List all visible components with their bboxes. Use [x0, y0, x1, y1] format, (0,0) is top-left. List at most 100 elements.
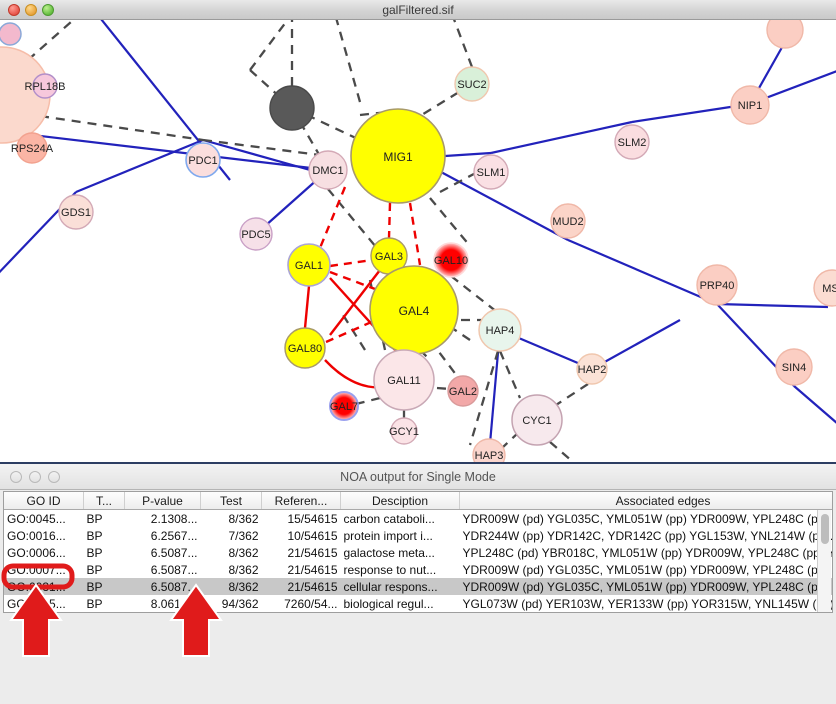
node-SLM1[interactable]: SLM1 — [473, 154, 509, 190]
cell-description: galactose meta... — [343, 545, 435, 560]
svg-text:NIP1: NIP1 — [738, 100, 762, 112]
node-GAL2[interactable]: GAL2 — [447, 375, 479, 407]
svg-text:GAL2: GAL2 — [449, 386, 477, 398]
node-GAL1[interactable]: GAL1 — [287, 243, 331, 287]
node-MIG1[interactable]: MIG1 — [350, 108, 446, 204]
noa-maximize-button[interactable] — [48, 471, 60, 483]
cell-go-id: GO:0016... — [7, 528, 66, 543]
cell-type: BP — [83, 578, 125, 595]
minimize-button[interactable] — [25, 4, 37, 16]
close-button[interactable] — [8, 4, 20, 16]
svg-text:GAL4: GAL4 — [399, 304, 430, 318]
cell-type: BP — [86, 545, 103, 560]
noa-output-panel: NOA output for Single Mode GO ID T... P-… — [0, 462, 836, 704]
maximize-button[interactable] — [42, 4, 54, 16]
table-scrollbar-thumb[interactable] — [821, 514, 829, 544]
cell-reference: 10/54615 — [287, 528, 338, 543]
noa-close-button[interactable] — [10, 471, 22, 483]
cell-test: 8/362 — [200, 578, 262, 595]
cell-edges: YPL248C (pd) YBR018C, YML051W (pp) YDR00… — [462, 545, 833, 560]
svg-text:PRP40: PRP40 — [700, 280, 735, 292]
cell-test: 8/362 — [228, 511, 259, 526]
svg-text:MIG1: MIG1 — [383, 150, 413, 164]
column-header-reference[interactable]: Referen... — [261, 492, 341, 510]
node-SUC2[interactable]: SUC2 — [454, 66, 490, 102]
svg-text:CYC1: CYC1 — [522, 415, 551, 427]
column-header-go-id[interactable]: GO ID — [4, 492, 84, 510]
node-RPS24A[interactable]: RPS24A — [11, 132, 54, 164]
node-PRP40[interactable]: PRP40 — [696, 264, 738, 306]
node-GAL11[interactable]: GAL11 — [373, 349, 435, 411]
cell-test: 94/362 — [221, 596, 259, 611]
table-row[interactable]: GO:0016... BP 6.2567... 7/362 10/54615 p… — [4, 527, 832, 544]
cell-p-value: 1.3324... — [125, 612, 201, 613]
node-CYC1[interactable]: CYC1 — [511, 394, 563, 446]
network-canvas[interactable]: RPL18B RPS24A GDS1 PDC1 DMC1 — [0, 20, 836, 462]
node-DMC1[interactable]: DMC1 — [308, 150, 348, 190]
node-GDS1[interactable]: GDS1 — [58, 194, 94, 230]
node-MUD2[interactable]: MUD2 — [550, 203, 586, 239]
table-row[interactable]: GO:0065... BP 8.0614... 94/362 7260/54..… — [4, 595, 832, 612]
table-row-selected[interactable]: GO:0031... BP 6.5087... 8/362 21/54615 c… — [4, 578, 832, 595]
noa-results-table[interactable]: GO ID T... P-value Test Referen... Desci… — [4, 492, 833, 613]
node-MSI[interactable]: MSI — [813, 269, 836, 307]
cell-p-value: 6.5087... — [150, 545, 198, 560]
noa-titlebar: NOA output for Single Mode — [0, 464, 836, 490]
node-unlabeled-dark[interactable] — [269, 85, 315, 131]
column-header-description[interactable]: Desciption — [340, 492, 460, 510]
node-PDC5[interactable]: PDC5 — [239, 217, 273, 251]
svg-text:HAP4: HAP4 — [486, 325, 515, 337]
column-header-p-value[interactable]: P-value — [124, 492, 201, 510]
table-row[interactable]: GO:0007... BP 6.5087... 8/362 21/54615 r… — [4, 561, 832, 578]
svg-text:MSI: MSI — [822, 283, 836, 295]
cell-p-value: 6.2567... — [150, 528, 198, 543]
node-SIN4[interactable]: SIN4 — [775, 348, 813, 386]
svg-text:GAL80: GAL80 — [288, 343, 322, 355]
node-GAL10[interactable]: GAL10 — [433, 242, 469, 278]
table-row[interactable]: GO:0006... BP 6.5087... 8/362 21/54615 g… — [4, 544, 833, 561]
node-HAP3[interactable]: HAP3 — [472, 438, 506, 462]
node-GAL80[interactable]: GAL80 — [284, 327, 326, 369]
node-SLM2[interactable]: SLM2 — [614, 124, 650, 160]
cell-type: BP — [86, 511, 103, 526]
column-header-test[interactable]: Test — [200, 492, 262, 510]
column-header-associated-edges[interactable]: Associated edges — [459, 492, 832, 510]
node-HAP2[interactable]: HAP2 — [576, 353, 608, 385]
node-GAL4[interactable]: GAL4 — [369, 265, 459, 355]
noa-results-table-container[interactable]: GO ID T... P-value Test Referen... Desci… — [3, 491, 833, 613]
svg-text:GAL11: GAL11 — [387, 375, 420, 387]
node-RPL18B[interactable]: RPL18B — [25, 73, 66, 99]
cell-reference: 21/54615 — [261, 578, 341, 595]
table-row[interactable]: GO:0045... BP 2.1308... 8/362 15/54615 c… — [4, 510, 832, 528]
cell-type: BP — [86, 596, 103, 611]
node-NIP1[interactable]: NIP1 — [730, 85, 770, 125]
cell-go-id: GO:0031... — [4, 612, 84, 613]
cell-description: protein import i... — [343, 528, 433, 543]
cell-p-value: 6.5087... — [124, 578, 201, 595]
node-partial-topright[interactable] — [766, 20, 804, 49]
svg-text:SIN4: SIN4 — [782, 362, 806, 374]
network-graph[interactable]: RPL18B RPS24A GDS1 PDC1 DMC1 — [0, 20, 836, 462]
cell-reference: 21/54615 — [287, 562, 338, 577]
cell-description: carbon cataboli... — [343, 511, 435, 526]
cell-test: 8/362 — [228, 545, 259, 560]
cell-go-id: GO:0031... — [4, 578, 84, 595]
cell-edges: YFR034C (pd) YBR093C, YDR009W (pd) YGL03… — [460, 612, 834, 613]
node-GCY1[interactable]: GCY1 — [389, 417, 419, 445]
cell-go-id: GO:0007... — [7, 562, 66, 577]
noa-minimize-button[interactable] — [29, 471, 41, 483]
cell-reference: 7260/54... — [284, 596, 338, 611]
node-PDC1[interactable]: PDC1 — [185, 142, 221, 178]
node-GAL7[interactable]: GAL7 — [329, 391, 359, 421]
cell-reference: 15/54615 — [287, 511, 338, 526]
node-HAP4[interactable]: HAP4 — [478, 308, 522, 352]
cell-go-id: GO:0006... — [7, 545, 66, 560]
node-partial-topleft-small[interactable] — [0, 22, 22, 46]
window-title: galFiltered.sif — [382, 3, 454, 17]
cell-description: response to nut... — [343, 562, 437, 577]
cell-type: BP — [86, 528, 103, 543]
column-header-type[interactable]: T... — [83, 492, 125, 510]
cell-test: 7/362 — [228, 528, 259, 543]
table-row[interactable]: GO:0031... BP 1.3324... 11/362 105/546..… — [4, 612, 833, 613]
table-vertical-scrollbar[interactable] — [817, 510, 831, 612]
